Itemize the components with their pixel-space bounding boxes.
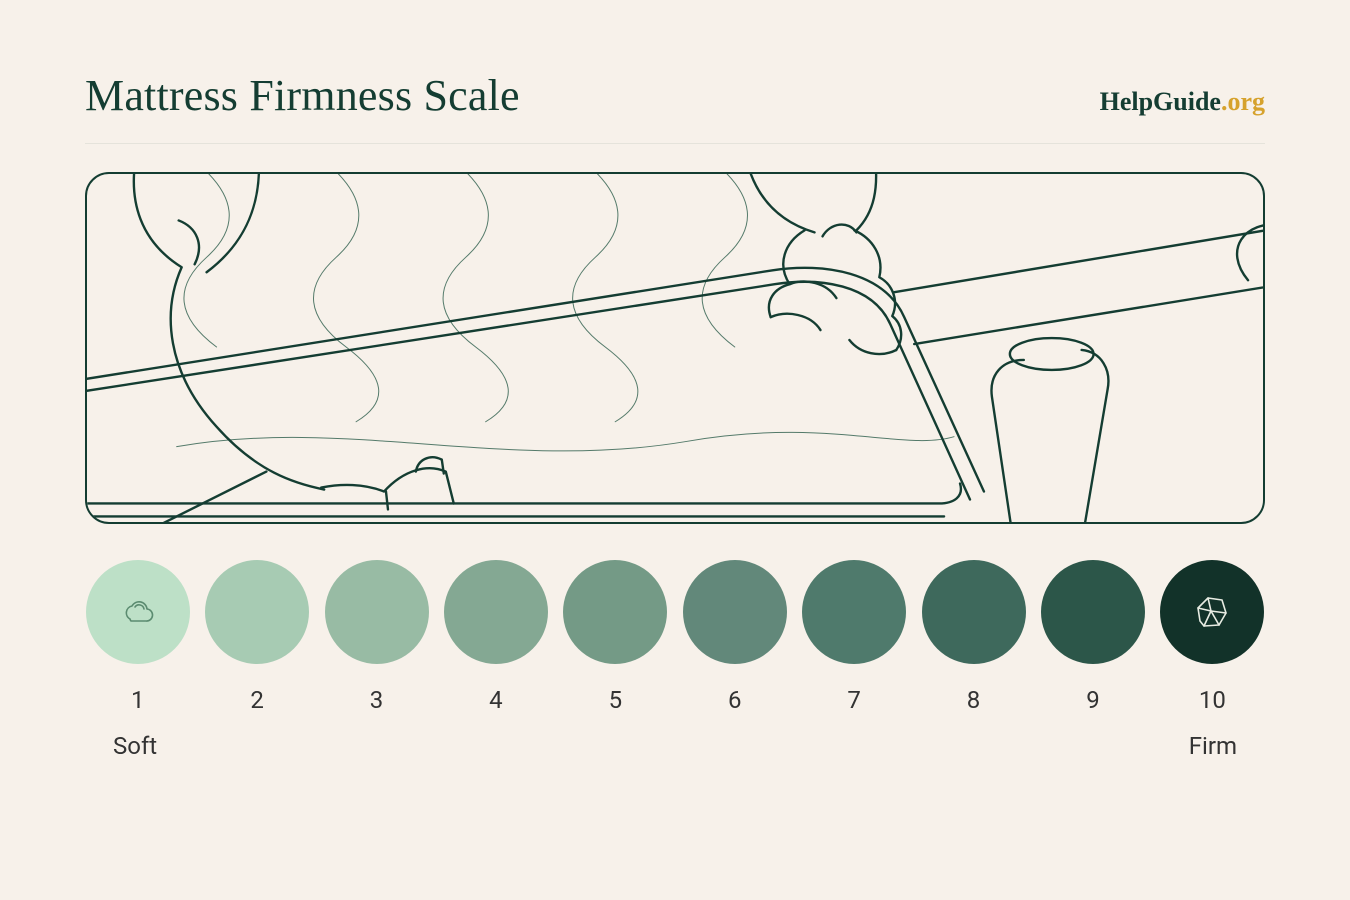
brand-text-a: HelpGuide: [1100, 87, 1221, 116]
scale-swatch-1: [86, 560, 190, 664]
scale-item-6: 6: [682, 560, 787, 714]
firmness-scale: 1 2 3 4 5 6 7 8 9 10: [85, 560, 1265, 714]
scale-item-9: 9: [1040, 560, 1145, 714]
infographic-canvas: Mattress Firmness Scale HelpGuide.org: [0, 0, 1350, 900]
scale-swatch-7: [802, 560, 906, 664]
scale-item-1: 1: [85, 560, 190, 714]
scale-swatch-5: [563, 560, 667, 664]
scale-number-5: 5: [609, 686, 623, 714]
scale-number-4: 4: [489, 686, 503, 714]
rock-icon: [1192, 593, 1232, 631]
scale-item-10: 10: [1160, 560, 1265, 714]
scale-number-3: 3: [370, 686, 384, 714]
scale-swatch-8: [922, 560, 1026, 664]
scale-swatch-10: [1160, 560, 1264, 664]
scale-number-10: 10: [1199, 686, 1226, 714]
scale-swatch-6: [683, 560, 787, 664]
scale-item-3: 3: [324, 560, 429, 714]
scale-item-5: 5: [563, 560, 668, 714]
cloud-icon: [119, 597, 157, 627]
scale-number-7: 7: [847, 686, 861, 714]
scale-number-2: 2: [250, 686, 264, 714]
scale-swatch-4: [444, 560, 548, 664]
scale-number-9: 9: [1086, 686, 1100, 714]
brand-text-b: .org: [1221, 87, 1265, 116]
scale-item-4: 4: [443, 560, 548, 714]
scale-swatch-3: [325, 560, 429, 664]
scale-number-8: 8: [967, 686, 981, 714]
scale-label-firm: Firm: [1189, 732, 1237, 760]
brand-logo: HelpGuide.org: [1100, 87, 1265, 117]
header: Mattress Firmness Scale HelpGuide.org: [85, 70, 1265, 144]
page-title: Mattress Firmness Scale: [85, 70, 520, 121]
scale-labels: Soft Firm: [85, 732, 1265, 760]
scale-swatch-2: [205, 560, 309, 664]
scale-label-soft: Soft: [113, 732, 157, 760]
scale-swatch-9: [1041, 560, 1145, 664]
mattress-line-art: [87, 174, 1263, 522]
illustration-frame: [85, 172, 1265, 524]
scale-item-7: 7: [801, 560, 906, 714]
scale-number-6: 6: [728, 686, 742, 714]
scale-number-1: 1: [131, 686, 145, 714]
scale-item-8: 8: [921, 560, 1026, 714]
scale-item-2: 2: [204, 560, 309, 714]
